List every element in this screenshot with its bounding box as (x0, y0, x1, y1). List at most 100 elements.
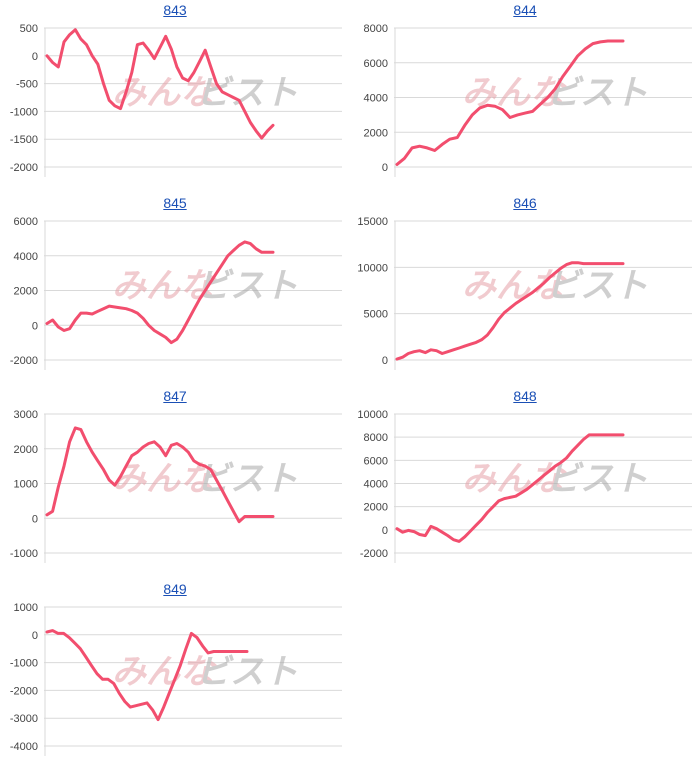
data-point (592, 42, 594, 45)
chart-title-link[interactable]: 843 (163, 2, 187, 18)
data-point (131, 71, 133, 74)
data-point (57, 486, 60, 488)
data-point (475, 524, 477, 526)
data-point (418, 145, 421, 147)
data-point (464, 124, 466, 127)
y-tick-label: -1000 (10, 106, 38, 118)
data-point (63, 465, 65, 467)
data-point (548, 276, 551, 279)
data-point (244, 110, 246, 113)
data-point (176, 338, 178, 340)
y-tick-label: 6000 (364, 58, 388, 70)
y-tick-label: 0 (382, 162, 388, 174)
chart-title-link[interactable]: 847 (163, 388, 187, 404)
y-tick-label: 10000 (357, 262, 388, 274)
data-point (101, 678, 104, 681)
data-point (63, 41, 65, 43)
svg-text:ビスト: ビスト (196, 266, 298, 306)
data-point (475, 341, 477, 344)
chart-title-link[interactable]: 849 (163, 581, 187, 597)
data-point (526, 295, 528, 297)
data-point (430, 525, 432, 528)
data-point (79, 647, 82, 650)
data-point (181, 446, 184, 448)
data-point (210, 468, 212, 471)
data-point (68, 327, 71, 330)
data-point (560, 461, 562, 464)
data-point (181, 77, 184, 79)
data-point (433, 149, 436, 152)
data-point (102, 307, 105, 310)
data-point (170, 444, 173, 447)
svg-text:ビスト: ビスト (196, 73, 298, 113)
data-point (246, 650, 248, 653)
data-point (102, 468, 105, 471)
data-point (159, 446, 161, 448)
data-point (554, 272, 556, 274)
data-point (85, 312, 88, 314)
y-tick-label: 0 (382, 355, 388, 367)
data-point (622, 262, 624, 265)
data-point (403, 157, 406, 160)
data-point (492, 326, 494, 329)
data-point (187, 451, 190, 453)
data-point (212, 650, 215, 653)
data-point (244, 241, 246, 243)
data-point (616, 262, 619, 265)
data-point (571, 261, 573, 264)
data-point (181, 329, 184, 332)
y-tick-label: -2000 (360, 548, 388, 560)
data-point (520, 299, 523, 301)
data-point (51, 510, 54, 513)
data-point (125, 465, 127, 467)
data-point (560, 267, 562, 270)
data-point (51, 629, 54, 632)
data-point (537, 479, 540, 481)
data-point (452, 349, 455, 351)
chart-title-link[interactable]: 848 (513, 388, 537, 404)
data-point (260, 515, 263, 518)
data-point (97, 460, 99, 462)
data-point (108, 99, 110, 102)
data-point (401, 356, 404, 358)
chart-title-link[interactable]: 844 (513, 2, 537, 18)
data-point (142, 446, 144, 448)
data-point (413, 530, 415, 533)
data-point (227, 255, 229, 257)
chart-title-link[interactable]: 845 (163, 195, 187, 211)
svg-text:ビスト: ビスト (546, 459, 648, 499)
data-point (164, 454, 167, 457)
data-point (108, 479, 110, 481)
data-point (509, 116, 511, 119)
data-point (170, 341, 173, 344)
y-tick-label: -1000 (10, 548, 38, 560)
data-point (238, 520, 240, 523)
data-point (162, 706, 165, 708)
data-point (193, 308, 195, 311)
data-point (107, 678, 109, 681)
data-point (125, 91, 127, 93)
data-point (57, 66, 60, 68)
data-point (187, 80, 190, 82)
data-point (497, 500, 500, 502)
data-point (497, 318, 500, 320)
y-tick-label: 1000 (14, 479, 38, 491)
data-point (531, 483, 534, 486)
data-point (509, 307, 511, 309)
data-point (548, 470, 551, 472)
data-point (119, 307, 122, 309)
data-point (218, 650, 220, 653)
data-point (452, 538, 455, 541)
data-point (543, 282, 545, 284)
chart-title-link[interactable]: 846 (513, 195, 537, 211)
data-point (249, 121, 252, 124)
data-point (471, 114, 474, 116)
y-tick-label: -2000 (10, 685, 38, 697)
data-point (221, 263, 223, 266)
data-point (441, 352, 443, 355)
svg-text:ビスト: ビスト (196, 652, 298, 692)
data-point (187, 319, 190, 321)
data-point (74, 319, 77, 321)
